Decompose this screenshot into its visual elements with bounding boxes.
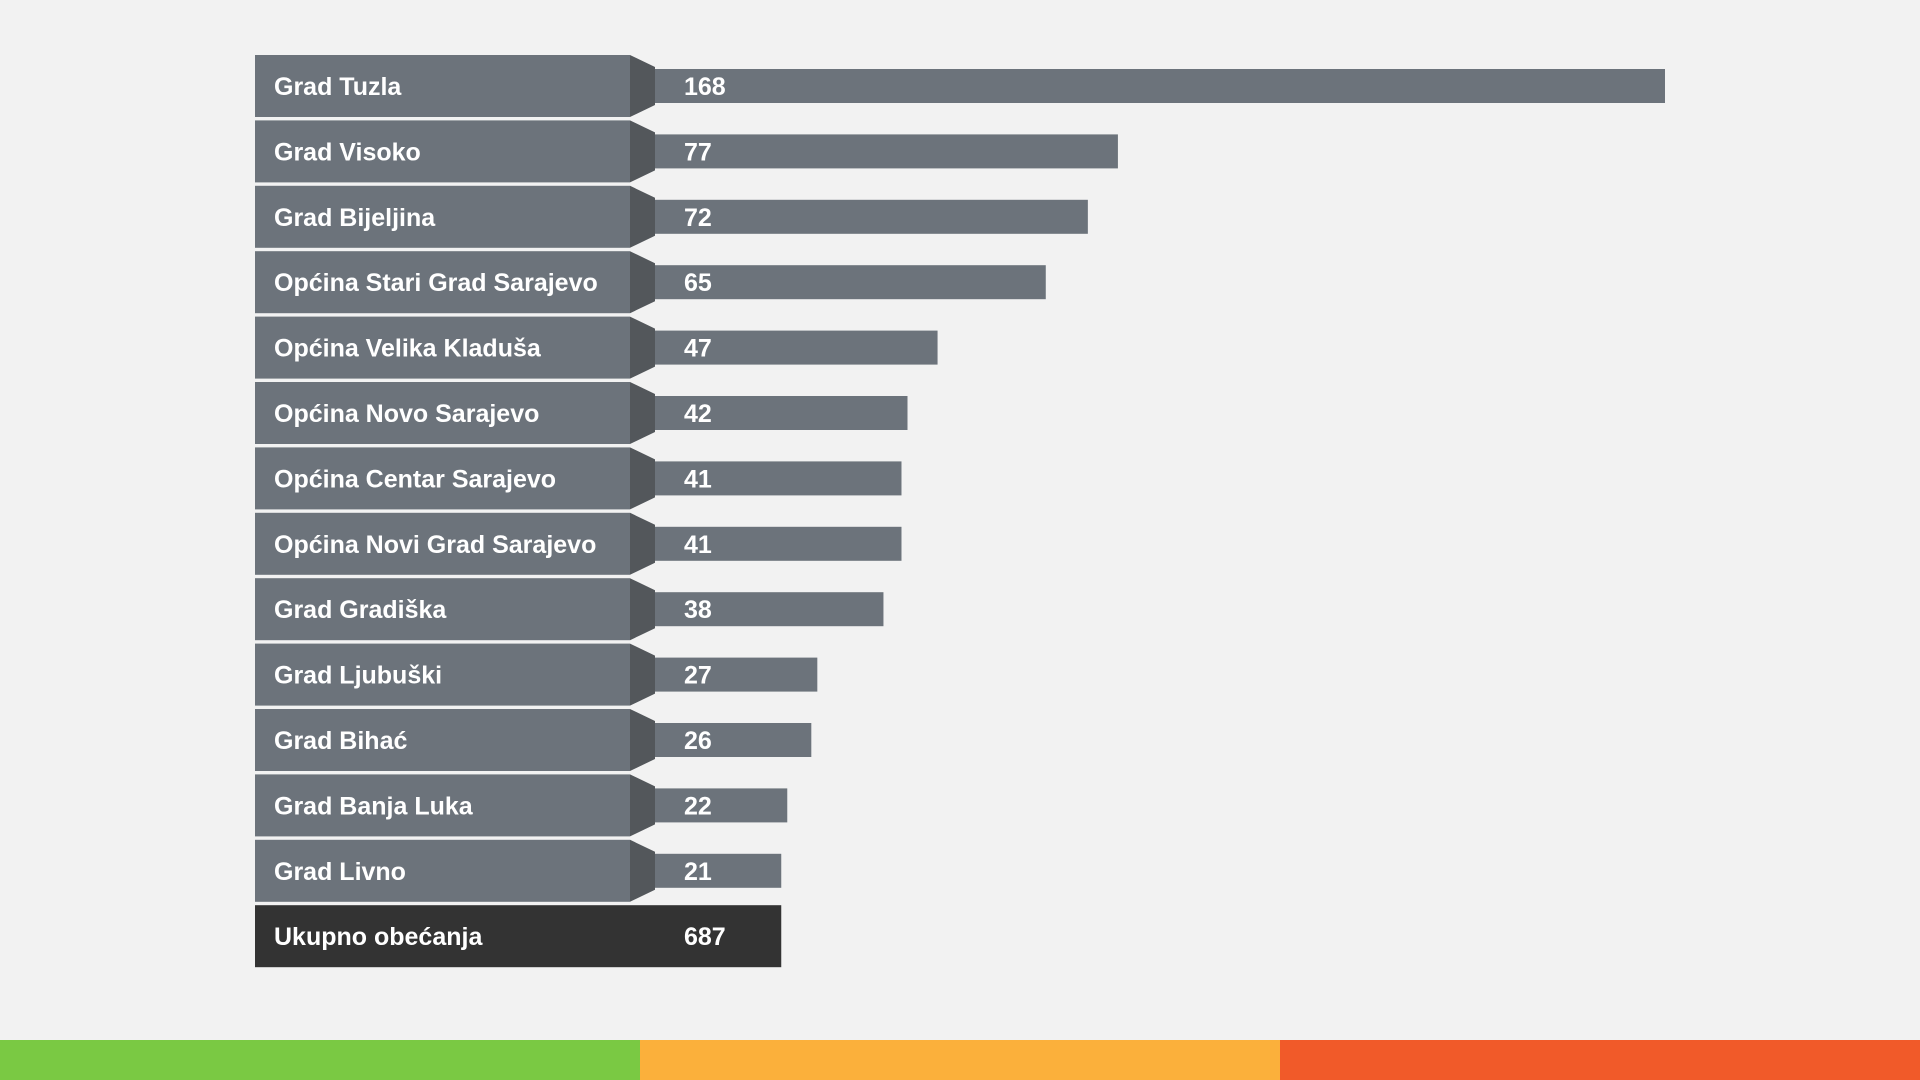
category-label: Grad Bihać: [274, 727, 407, 755]
category-label-box: [255, 839, 630, 902]
row-arrow-connector: [630, 382, 655, 444]
bar: [655, 396, 908, 430]
bar-value-label: 22: [684, 792, 712, 820]
footer-segment-orange: [640, 1040, 1280, 1080]
row-arrow-connector: [630, 185, 655, 248]
bar: [655, 199, 1088, 234]
bar-value-label: 72: [684, 204, 712, 232]
bar: [655, 461, 902, 496]
category-label: Grad Visoko: [274, 138, 421, 166]
row-arrow-connector: [630, 316, 655, 379]
footer-segment-green: [0, 1040, 640, 1080]
category-label-box: [255, 643, 630, 706]
row-arrow-connector: [630, 447, 655, 510]
bar-value-label: 77: [684, 138, 712, 166]
bar: [655, 592, 884, 627]
bar: [655, 853, 782, 888]
category-label: Grad Ljubuški: [274, 662, 442, 690]
category-label: Općina Centar Sarajevo: [274, 465, 556, 493]
row-arrow-connector: [630, 578, 655, 641]
category-label: Grad Tuzla: [274, 73, 402, 101]
category-label-box: [255, 251, 630, 314]
row-arrow-connector: [630, 839, 655, 902]
bar-value-label: 65: [684, 269, 712, 297]
category-label-box: [255, 55, 630, 117]
category-label-box: [255, 578, 630, 641]
bar: [655, 330, 938, 365]
bar: [655, 134, 1118, 169]
category-label: Općina Novi Grad Sarajevo: [274, 531, 596, 559]
row-arrow-connector: [630, 774, 655, 837]
footer-color-bar: [0, 1040, 1920, 1080]
category-label: Grad Banja Luka: [274, 792, 474, 820]
bar-value-label: 21: [684, 858, 712, 886]
category-label-box: [255, 774, 630, 837]
row-arrow-connector: [630, 120, 655, 183]
category-label: Općina Stari Grad Sarajevo: [274, 269, 598, 297]
category-label-box: [255, 382, 630, 444]
bar-value-label: 41: [684, 531, 712, 559]
bar-value-label: 47: [684, 335, 712, 363]
bar: [655, 526, 902, 561]
category-label-box: [255, 512, 630, 575]
category-label: Grad Gradiška: [274, 596, 447, 624]
bar: [655, 788, 788, 823]
category-label: Grad Livno: [274, 858, 406, 886]
row-arrow-connector: [630, 512, 655, 575]
total-value: 687: [684, 923, 726, 951]
bar-value-label: 42: [684, 400, 712, 428]
category-label-box: [255, 709, 630, 771]
bar: [655, 265, 1046, 300]
bar: [655, 657, 818, 692]
bar: [655, 723, 812, 757]
bar-value-label: 26: [684, 727, 712, 755]
category-label-box: [255, 185, 630, 248]
total-row-box: [255, 905, 782, 968]
category-label-box: [255, 316, 630, 379]
category-label-box: [255, 447, 630, 510]
category-label-box: [255, 120, 630, 183]
bar: [655, 69, 1665, 103]
category-label: Općina Velika Kladuša: [274, 335, 542, 363]
row-arrow-connector: [630, 55, 655, 117]
bar-value-label: 41: [684, 465, 712, 493]
row-arrow-connector: [630, 251, 655, 314]
category-label: Općina Novo Sarajevo: [274, 400, 539, 428]
total-label: Ukupno obećanja: [274, 923, 483, 951]
bar-value-label: 38: [684, 596, 712, 624]
category-label: Grad Bijeljina: [274, 204, 436, 232]
bar-value-label: 27: [684, 662, 712, 690]
footer-segment-red: [1280, 1040, 1920, 1080]
row-arrow-connector: [630, 643, 655, 706]
bar-value-label: 168: [684, 73, 726, 101]
row-arrow-connector: [630, 709, 655, 771]
bar-chart: Grad Tuzla 168 Grad Visoko 77 Grad Bijeljina…: [255, 55, 1665, 968]
